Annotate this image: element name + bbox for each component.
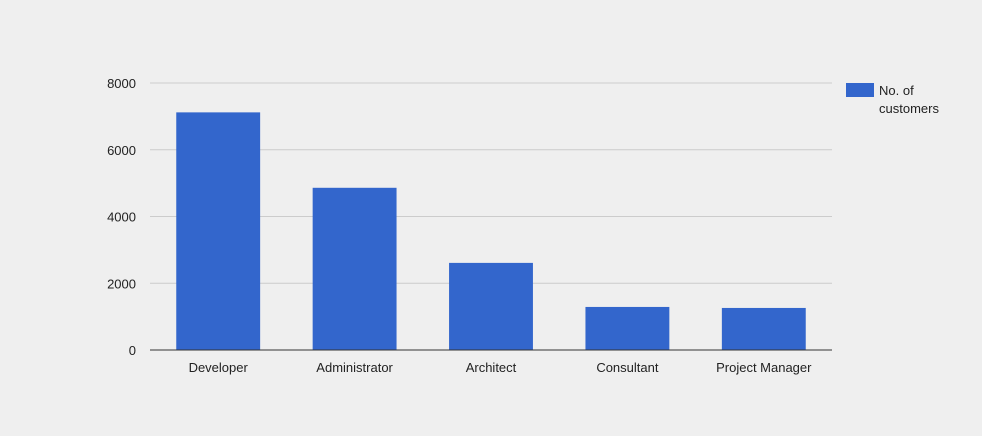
x-tick-label: Project Manager bbox=[716, 360, 812, 375]
legend: No. of customers bbox=[846, 83, 939, 116]
x-tick-label: Developer bbox=[189, 360, 249, 375]
bars bbox=[176, 112, 806, 351]
y-tick-label: 8000 bbox=[107, 76, 136, 91]
x-tick-label: Architect bbox=[466, 360, 517, 375]
y-tick-label: 6000 bbox=[107, 143, 136, 158]
x-tick-label: Consultant bbox=[596, 360, 659, 375]
legend-label-line-2: customers bbox=[879, 101, 939, 116]
bar[interactable] bbox=[721, 307, 806, 350]
bar[interactable] bbox=[176, 112, 261, 351]
y-tick-label: 4000 bbox=[107, 210, 136, 225]
x-tick-label: Administrator bbox=[316, 360, 393, 375]
y-tick-label: 2000 bbox=[107, 276, 136, 291]
bar[interactable] bbox=[585, 306, 670, 350]
legend-swatch bbox=[846, 83, 874, 97]
legend-label-line-1: No. of bbox=[879, 83, 914, 98]
bar[interactable] bbox=[312, 187, 397, 350]
bar[interactable] bbox=[449, 262, 533, 350]
x-axis-tick-labels: Developer Administrator Architect Consultan… bbox=[189, 360, 813, 375]
y-tick-label: 0 bbox=[129, 343, 136, 358]
y-axis-tick-labels: 0 2000 4000 6000 8000 bbox=[107, 76, 136, 358]
